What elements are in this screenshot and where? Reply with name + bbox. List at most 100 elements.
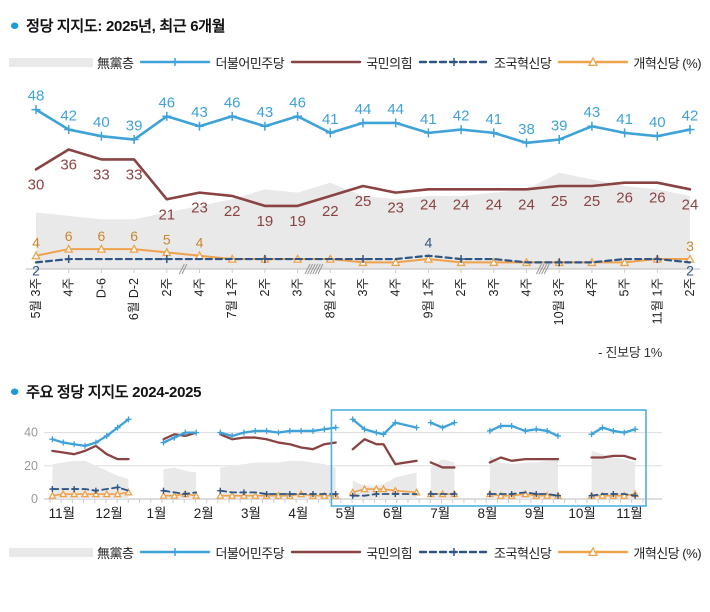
svg-text:4주: 4주 — [193, 278, 207, 296]
svg-text:6: 6 — [130, 228, 138, 244]
svg-text:1월: 1월 — [146, 506, 166, 521]
svg-text:11월: 11월 — [49, 506, 75, 521]
svg-text:24: 24 — [420, 196, 437, 213]
svg-text:11월 1주: 11월 1주 — [650, 278, 664, 324]
legend-item-minjoo: 더불어민주당 — [139, 53, 285, 72]
legend-item-joguk: 조국혁신당 — [418, 543, 552, 562]
mudang-swatch-icon — [8, 548, 93, 557]
svg-text:2: 2 — [32, 262, 40, 278]
svg-text:9월 1주: 9월 1주 — [421, 278, 435, 318]
svg-text:36: 36 — [60, 156, 77, 173]
svg-text:43: 43 — [584, 104, 601, 121]
svg-text:21: 21 — [158, 206, 175, 223]
svg-text:4주: 4주 — [62, 278, 76, 296]
svg-text:5월 3주: 5월 3주 — [29, 278, 43, 318]
svg-text:2주: 2주 — [258, 278, 272, 296]
reform-swatch-icon — [558, 56, 629, 67]
legend-label: 개혁신당 (%) — [633, 545, 702, 561]
legend-label: 더불어민주당 — [215, 545, 285, 561]
svg-text:10월: 10월 — [568, 506, 595, 521]
legend-label: 無黨층 — [96, 545, 134, 561]
svg-text:46: 46 — [224, 94, 241, 111]
ppp-swatch-icon — [291, 550, 362, 554]
svg-text:42: 42 — [453, 108, 470, 125]
svg-text:41: 41 — [420, 111, 437, 128]
svg-text:8월: 8월 — [478, 506, 498, 521]
minjoo-swatch-icon — [140, 548, 211, 556]
legend-label: 조국혁신당 — [494, 55, 552, 71]
legend-top: 無黨층 더불어민주당 국민의힘 조국혁신당 개혁신당 (%) — [0, 52, 710, 72]
svg-text:48: 48 — [28, 88, 45, 105]
svg-text:2주: 2주 — [683, 278, 697, 296]
svg-text:40: 40 — [93, 114, 110, 131]
svg-text:2월: 2월 — [194, 506, 214, 521]
legend-item-minjoo: 더불어민주당 — [139, 543, 285, 562]
bottom-section-title-row: ● 주요 정당 지지도 2024-2025 — [9, 380, 710, 402]
svg-text:43: 43 — [257, 104, 274, 121]
svg-text:23: 23 — [191, 200, 208, 217]
legend-label: 조국혁신당 — [494, 545, 552, 561]
svg-text:8월 2주: 8월 2주 — [323, 278, 337, 318]
svg-text:26: 26 — [616, 190, 633, 207]
svg-text:D-6: D-6 — [94, 278, 108, 298]
svg-text:44: 44 — [387, 101, 404, 118]
svg-text:2주: 2주 — [454, 278, 468, 296]
svg-text:24: 24 — [682, 196, 699, 213]
legend-item-ppp: 국민의힘 — [290, 543, 413, 562]
svg-text:10월 3주: 10월 3주 — [552, 278, 566, 325]
svg-text:40: 40 — [24, 426, 38, 440]
svg-text:6: 6 — [98, 228, 106, 244]
svg-text:3주: 3주 — [291, 278, 305, 296]
svg-text:30: 30 — [28, 176, 45, 193]
legend-label: 국민의힘 — [366, 545, 413, 561]
party-support-2024-2025-chart: 0 20 40 11월 12월 1월 2월 3월 4월 5월 6월 7월 8월 9월 10월 11월 — [24, 409, 662, 521]
svg-text:12월: 12월 — [95, 506, 122, 521]
legend-label: 개혁신당 (%) — [633, 55, 702, 71]
mudang-swatch-icon — [8, 58, 93, 67]
bottom-chart-title: 주요 정당 지지도 2024-2025 — [26, 383, 202, 401]
svg-text:4: 4 — [425, 235, 433, 251]
svg-text:7월 1주: 7월 1주 — [225, 278, 239, 318]
legend-label: 국민의힘 — [366, 55, 413, 71]
section-bullet-icon: ● — [9, 382, 20, 400]
legend-item-reform: 개혁신당 (%) — [557, 543, 702, 562]
top-chart-title: 정당 지지도: 2025년, 최근 6개월 — [26, 17, 226, 35]
svg-text:40: 40 — [649, 114, 666, 131]
svg-text:3: 3 — [686, 238, 694, 254]
svg-text:6월 D-2: 6월 D-2 — [127, 278, 141, 320]
joguk-swatch-icon — [418, 548, 490, 556]
svg-text:19: 19 — [257, 213, 274, 230]
svg-text:24: 24 — [518, 196, 535, 213]
minjoo-swatch-icon — [140, 58, 211, 66]
joguk-swatch-icon — [418, 58, 490, 66]
svg-text:38: 38 — [518, 121, 535, 138]
legend-item-mudang: 無黨층 — [8, 53, 134, 72]
legend-item-reform: 개혁신당 (%) — [557, 53, 702, 72]
svg-text:42: 42 — [682, 108, 699, 125]
svg-text:42: 42 — [60, 108, 77, 125]
svg-text:26: 26 — [649, 190, 666, 207]
svg-text:3월: 3월 — [241, 506, 261, 521]
svg-text:7월: 7월 — [430, 506, 450, 521]
svg-text:41: 41 — [322, 111, 339, 128]
svg-text:4월: 4월 — [288, 506, 308, 521]
svg-text:33: 33 — [126, 166, 143, 183]
svg-text:4주: 4주 — [520, 278, 534, 296]
svg-text:20: 20 — [24, 459, 38, 473]
svg-text:39: 39 — [551, 118, 568, 135]
svg-text:41: 41 — [616, 111, 633, 128]
svg-text:2주: 2주 — [160, 278, 174, 296]
svg-text:9월: 9월 — [525, 506, 545, 521]
legend-label: 無黨층 — [96, 55, 134, 71]
svg-text:25: 25 — [355, 193, 372, 210]
ppp-swatch-icon — [291, 60, 362, 64]
svg-text:43: 43 — [191, 104, 208, 121]
svg-text:41: 41 — [485, 111, 502, 128]
svg-text:23: 23 — [387, 200, 404, 217]
svg-text:19: 19 — [289, 213, 306, 230]
svg-text:5주: 5주 — [618, 278, 632, 296]
legend-item-mudang: 無黨층 — [8, 543, 134, 562]
section-bullet-icon: ● — [9, 16, 20, 34]
top-section-title-row: ● 정당 지지도: 2025년, 최근 6개월 — [9, 14, 710, 36]
svg-text:25: 25 — [584, 193, 601, 210]
